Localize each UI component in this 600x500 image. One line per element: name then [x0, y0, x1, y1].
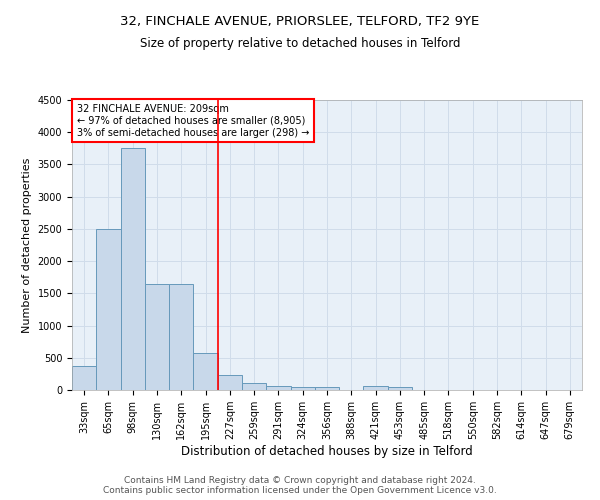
Bar — [388, 388, 412, 390]
Bar — [96, 229, 121, 390]
Text: 32, FINCHALE AVENUE, PRIORSLEE, TELFORD, TF2 9YE: 32, FINCHALE AVENUE, PRIORSLEE, TELFORD,… — [121, 15, 479, 28]
Bar — [290, 388, 315, 390]
X-axis label: Distribution of detached houses by size in Telford: Distribution of detached houses by size … — [181, 445, 473, 458]
Text: 32 FINCHALE AVENUE: 209sqm
← 97% of detached houses are smaller (8,905)
3% of se: 32 FINCHALE AVENUE: 209sqm ← 97% of deta… — [77, 104, 310, 138]
Bar — [266, 386, 290, 390]
Bar — [242, 383, 266, 390]
Bar — [72, 366, 96, 390]
Bar — [193, 352, 218, 390]
Text: Contains HM Land Registry data © Crown copyright and database right 2024.
Contai: Contains HM Land Registry data © Crown c… — [103, 476, 497, 495]
Bar — [315, 388, 339, 390]
Bar — [364, 386, 388, 390]
Bar — [145, 284, 169, 390]
Y-axis label: Number of detached properties: Number of detached properties — [22, 158, 32, 332]
Bar — [169, 284, 193, 390]
Text: Size of property relative to detached houses in Telford: Size of property relative to detached ho… — [140, 38, 460, 51]
Bar — [121, 148, 145, 390]
Bar — [218, 374, 242, 390]
